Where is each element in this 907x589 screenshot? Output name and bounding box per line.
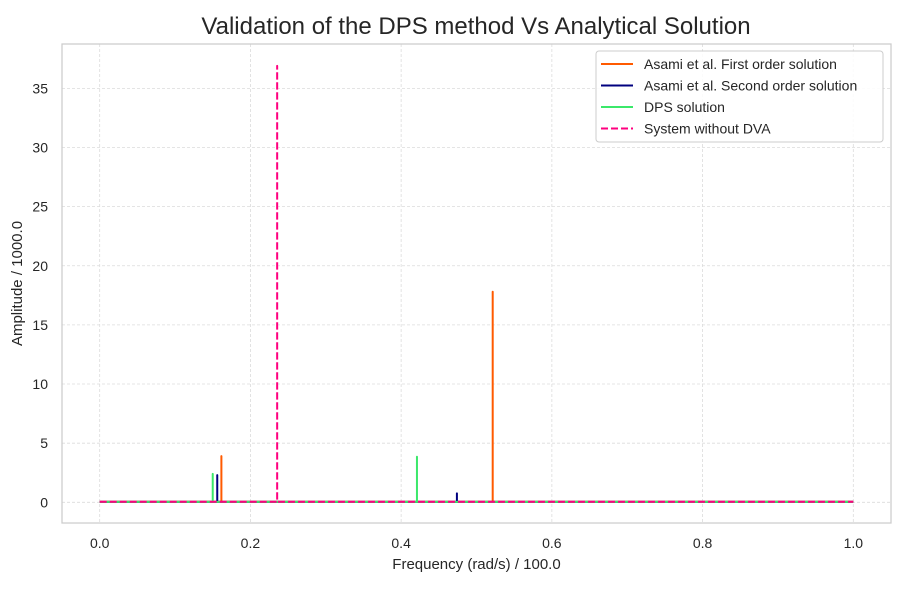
y-axis-title: Amplitude / 1000.0 [9,221,26,346]
x-tick-label: 0.0 [90,535,110,551]
y-tick-label: 10 [32,376,48,392]
x-tick-label: 1.0 [844,535,864,551]
x-tick-label: 0.8 [693,535,713,551]
legend-label-2: Asami et al. Second order solution [644,78,857,94]
series-layer [99,64,854,503]
y-tick-label: 15 [32,317,48,333]
legend-box [595,50,884,143]
x-tick-label: 0.4 [391,535,411,551]
legend-label-3: DPS solution [644,99,725,115]
plot-frame [61,43,892,524]
chart-title: Validation of the DPS method Vs Analytic… [201,13,750,40]
y-tick-label: 35 [32,80,48,96]
y-tick-label: 5 [40,435,48,451]
x-axis-title: Frequency (rad/s) / 100.0 [392,556,560,573]
legend-label-4: System without DVA [644,121,771,137]
y-tick-label: 0 [40,494,48,510]
tick-layer: 0.0 0.2 0.4 0.6 0.8 1.0 0 5 10 15 20 25 30 35 [32,80,863,551]
legend-label-1: Asami et al. First order solution [644,56,837,72]
y-tick-label: 30 [32,139,48,155]
y-tick-label: 25 [32,199,48,215]
y-tick-label: 20 [32,258,48,274]
legend: Asami et al. First order solution Asami e… [595,50,884,143]
x-tick-label: 0.6 [542,535,562,551]
series-line-4 [99,64,854,503]
x-tick-label: 0.2 [241,535,261,551]
